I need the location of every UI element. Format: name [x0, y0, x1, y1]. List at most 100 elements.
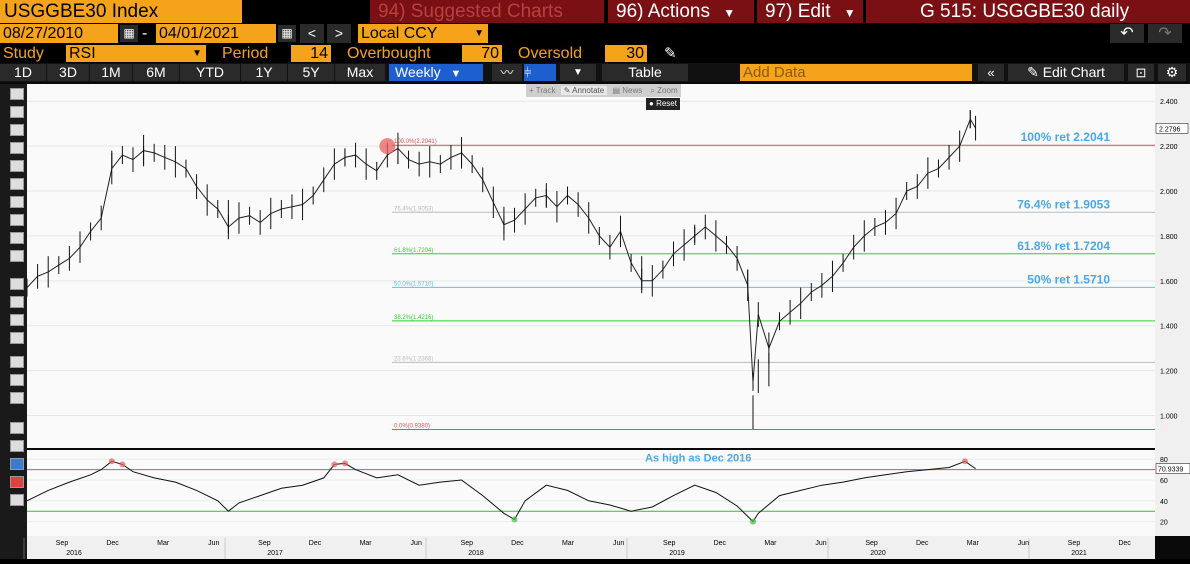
edit-menu[interactable]: 97) Edit ▼: [757, 0, 863, 23]
currency-select[interactable]: Local CCY ▼: [358, 24, 488, 43]
trash-icon[interactable]: [10, 332, 24, 344]
study-label: Study: [3, 45, 44, 62]
range-6m-button[interactable]: 6M: [133, 64, 179, 81]
bar-chart-icon[interactable]: ⫩: [524, 64, 556, 81]
pencil-icon[interactable]: ✎: [664, 45, 677, 62]
y-axis-bg: [1155, 84, 1190, 536]
track-button[interactable]: + Track: [529, 86, 556, 95]
ticker-field[interactable]: USGGBE30 Index: [0, 0, 242, 23]
x-tick-label: Mar: [764, 540, 777, 547]
edit-chart-button[interactable]: ✎ Edit Chart: [1008, 64, 1124, 81]
end-date-field[interactable]: 04/01/2021: [156, 24, 276, 43]
x-tick-label: Dec: [309, 540, 322, 547]
start-date-field[interactable]: 08/27/2010: [0, 24, 118, 43]
ray-tool-icon[interactable]: [10, 178, 24, 190]
rsi-tick-label: 40: [1160, 499, 1168, 506]
x-tick-label: Sep: [258, 540, 271, 547]
study-select[interactable]: RSI ▼: [66, 45, 206, 62]
g-logo-icon[interactable]: [10, 458, 24, 470]
ruler-tool-icon[interactable]: [10, 422, 24, 434]
frequency-select[interactable]: Weekly ▼: [389, 64, 483, 81]
undo-icon[interactable]: ↶: [1110, 24, 1144, 43]
fib-level-tag: 61.8%(1.7204): [394, 248, 433, 254]
pointer-tool-icon[interactable]: [10, 314, 24, 326]
table-button[interactable]: Table: [602, 64, 688, 81]
range-5y-button[interactable]: 5Y: [288, 64, 334, 81]
zoom-label: Zoom: [657, 86, 678, 95]
x-year-label: 2018: [468, 550, 484, 557]
edit-label: 97) Edit: [765, 1, 831, 22]
brush-tool-icon[interactable]: [10, 214, 24, 226]
fib-tool-icon[interactable]: [10, 160, 24, 172]
calendar-icon[interactable]: ▦: [120, 25, 138, 42]
overbought-label: Overbought: [347, 45, 431, 62]
stripe-tool-icon[interactable]: [10, 250, 24, 262]
previous-period-button[interactable]: <: [300, 24, 324, 43]
x-axis-bg: [27, 536, 1155, 559]
chart-type-dropdown[interactable]: ▼: [560, 64, 596, 81]
overbought-input[interactable]: 70: [462, 45, 502, 62]
y-tick-label: 1.000: [1160, 414, 1178, 421]
price-series-line: [26, 118, 977, 382]
chart-area[interactable]: 100.0%(2.2041) 100% ret 2.2041 76.4%(1.905…: [0, 82, 1190, 559]
next-period-button[interactable]: >: [327, 24, 351, 43]
calendar-icon[interactable]: ▦: [278, 25, 296, 42]
pencil-tool-icon[interactable]: [10, 278, 24, 290]
range-ytd-button[interactable]: YTD: [180, 64, 240, 81]
move-tool-icon[interactable]: [10, 296, 24, 308]
palette-icon[interactable]: [10, 476, 24, 488]
gear-icon[interactable]: ⚙: [1158, 64, 1186, 81]
range-max-button[interactable]: Max: [335, 64, 385, 81]
range-1y-button[interactable]: 1Y: [241, 64, 287, 81]
x-tick-label: Dec: [916, 540, 929, 547]
annotate-label: Annotate: [572, 86, 605, 95]
x-tick-label: Jun: [613, 540, 624, 547]
pencil-icon: ✎: [1027, 64, 1039, 80]
gear-icon[interactable]: [10, 494, 24, 506]
period-input[interactable]: 14: [291, 45, 331, 62]
range-3d-button[interactable]: 3D: [47, 64, 89, 81]
x-tick-label: Dec: [1118, 540, 1131, 547]
range-1m-button[interactable]: 1M: [90, 64, 132, 81]
line-chart-icon[interactable]: 〰: [492, 64, 522, 81]
reset-label: Reset: [656, 99, 677, 108]
chart-svg[interactable]: 100.0%(2.2041) 100% ret 2.2041 76.4%(1.905…: [0, 82, 1190, 559]
y-tick-label: 1.200: [1160, 369, 1178, 376]
edit-chart-label: Edit Chart: [1042, 64, 1105, 80]
menu-tool-icon[interactable]: [10, 440, 24, 452]
redo-icon[interactable]: ↷: [1148, 24, 1182, 43]
rsi-overbought-marker: [108, 458, 115, 465]
x-year-label: 2021: [1071, 550, 1087, 557]
fib-annotation-label: 61.8% ret 1.7204: [1017, 239, 1110, 253]
collapse-icon[interactable]: «: [978, 64, 1004, 81]
zoom-button[interactable]: ⌕ Zoom: [650, 86, 678, 95]
chevron-down-icon: ▼: [450, 68, 462, 80]
date-separator: -: [142, 25, 148, 42]
y-tick-label: 1.400: [1160, 324, 1178, 331]
y-tick-label: 2.200: [1160, 144, 1178, 151]
cursor-icon[interactable]: [10, 88, 24, 100]
arrow-tool-icon[interactable]: [10, 196, 24, 208]
text-tool-icon[interactable]: [10, 356, 24, 368]
x-year-label: 2017: [267, 550, 283, 557]
reset-button[interactable]: ● Reset: [646, 98, 680, 110]
actions-menu[interactable]: 96) Actions ▼: [608, 0, 754, 23]
range-1d-button[interactable]: 1D: [0, 64, 46, 81]
annotate-button[interactable]: ✎ Annotate: [560, 86, 608, 95]
news-button[interactable]: ▤ News: [612, 86, 643, 95]
oversold-input[interactable]: 30: [605, 45, 647, 62]
line-tool-icon[interactable]: [10, 106, 24, 118]
lines-tool-icon[interactable]: [10, 392, 24, 404]
fib-annotation-label: 100% ret 2.2041: [1021, 130, 1111, 144]
square-tool-icon[interactable]: [10, 374, 24, 386]
chevron-down-icon: ▼: [192, 48, 202, 59]
x-tick-label: Dec: [511, 540, 524, 547]
channel-tool-icon[interactable]: [10, 142, 24, 154]
add-data-input[interactable]: Add Data: [740, 64, 972, 81]
chart-settings-icon[interactable]: ⊡: [1128, 64, 1154, 81]
trend-tool-icon[interactable]: [10, 124, 24, 136]
price-panel-bg: [27, 84, 1155, 448]
fib-annotation-label: 76.4% ret 1.9053: [1017, 197, 1110, 211]
hline-tool-icon[interactable]: [10, 232, 24, 244]
suggested-charts-button[interactable]: 94) Suggested Charts: [370, 0, 604, 23]
